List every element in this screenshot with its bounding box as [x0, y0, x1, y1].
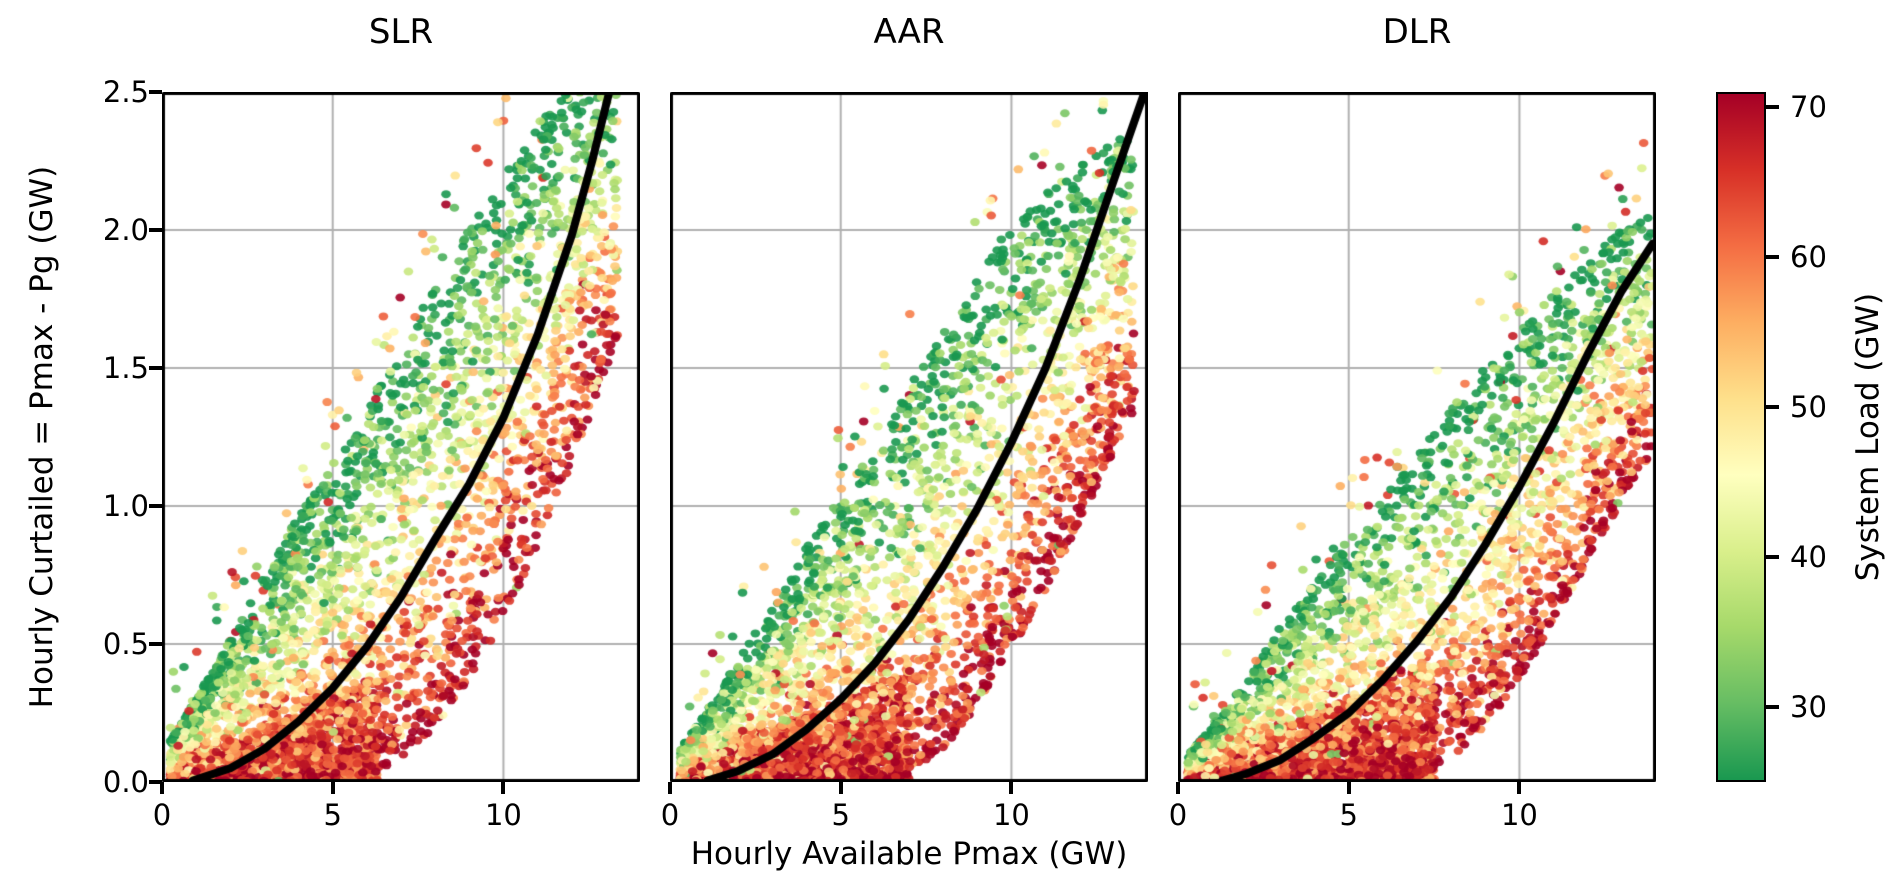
- x-tick-mark: [1176, 782, 1180, 794]
- y-tick-mark: [149, 228, 162, 232]
- x-tick-label: 5: [831, 798, 850, 832]
- colorbar-tick-mark: [1766, 405, 1779, 409]
- colorbar-tick-label: 60: [1790, 240, 1827, 274]
- y-tick-label: 2.0: [102, 213, 149, 247]
- scatter-panel-slr: [162, 92, 640, 782]
- y-tick-label: 0.5: [102, 627, 149, 661]
- x-tick-mark: [330, 782, 335, 794]
- colorbar-tick-mark: [1766, 255, 1779, 259]
- colorbar-tick-label: 50: [1790, 390, 1827, 424]
- x-tick-label: 0: [1168, 798, 1188, 832]
- colorbar-tick-label: 70: [1790, 90, 1827, 124]
- x-tick-mark: [1517, 782, 1522, 794]
- x-tick-label: 10: [992, 798, 1030, 832]
- colorbar-gradient: [1716, 92, 1766, 782]
- x-tick-mark: [1009, 782, 1014, 794]
- y-tick-label: 2.5: [102, 75, 149, 109]
- x-tick-label: 0: [660, 798, 680, 832]
- scatter-panel-dlr: [1178, 92, 1656, 782]
- y-tick-mark: [149, 642, 162, 646]
- scatter-panel-aar: [670, 92, 1148, 782]
- x-tick-mark: [501, 782, 506, 794]
- x-tick-mark: [668, 782, 672, 794]
- y-tick-mark: [149, 504, 162, 508]
- x-tick-mark: [838, 782, 843, 794]
- x-tick-label: 5: [323, 798, 342, 832]
- x-tick-label: 10: [1500, 798, 1538, 832]
- colorbar-label: System Load (GW): [1850, 292, 1886, 582]
- y-tick-label: 1.0: [102, 489, 149, 523]
- y-tick-mark: [149, 90, 162, 94]
- x-tick-label: 0: [152, 798, 172, 832]
- x-axis-label: Hourly Available Pmax (GW): [690, 836, 1128, 872]
- panel-title-aar: AAR: [873, 12, 945, 52]
- y-tick-label: 0.0: [102, 765, 149, 799]
- colorbar-tick-label: 40: [1790, 540, 1827, 574]
- y-tick-mark: [149, 780, 162, 784]
- y-tick-mark: [149, 366, 162, 370]
- x-tick-mark: [160, 782, 164, 794]
- panel-title-dlr: DLR: [1382, 12, 1452, 52]
- x-tick-label: 10: [484, 798, 522, 832]
- y-tick-label: 1.5: [102, 351, 149, 385]
- x-tick-label: 5: [1339, 798, 1358, 832]
- colorbar-tick-label: 30: [1790, 690, 1827, 724]
- colorbar-tick-mark: [1766, 105, 1779, 109]
- colorbar-tick-mark: [1766, 705, 1779, 709]
- panel-title-slr: SLR: [368, 12, 434, 52]
- x-tick-mark: [1346, 782, 1351, 794]
- colorbar-tick-mark: [1766, 555, 1779, 559]
